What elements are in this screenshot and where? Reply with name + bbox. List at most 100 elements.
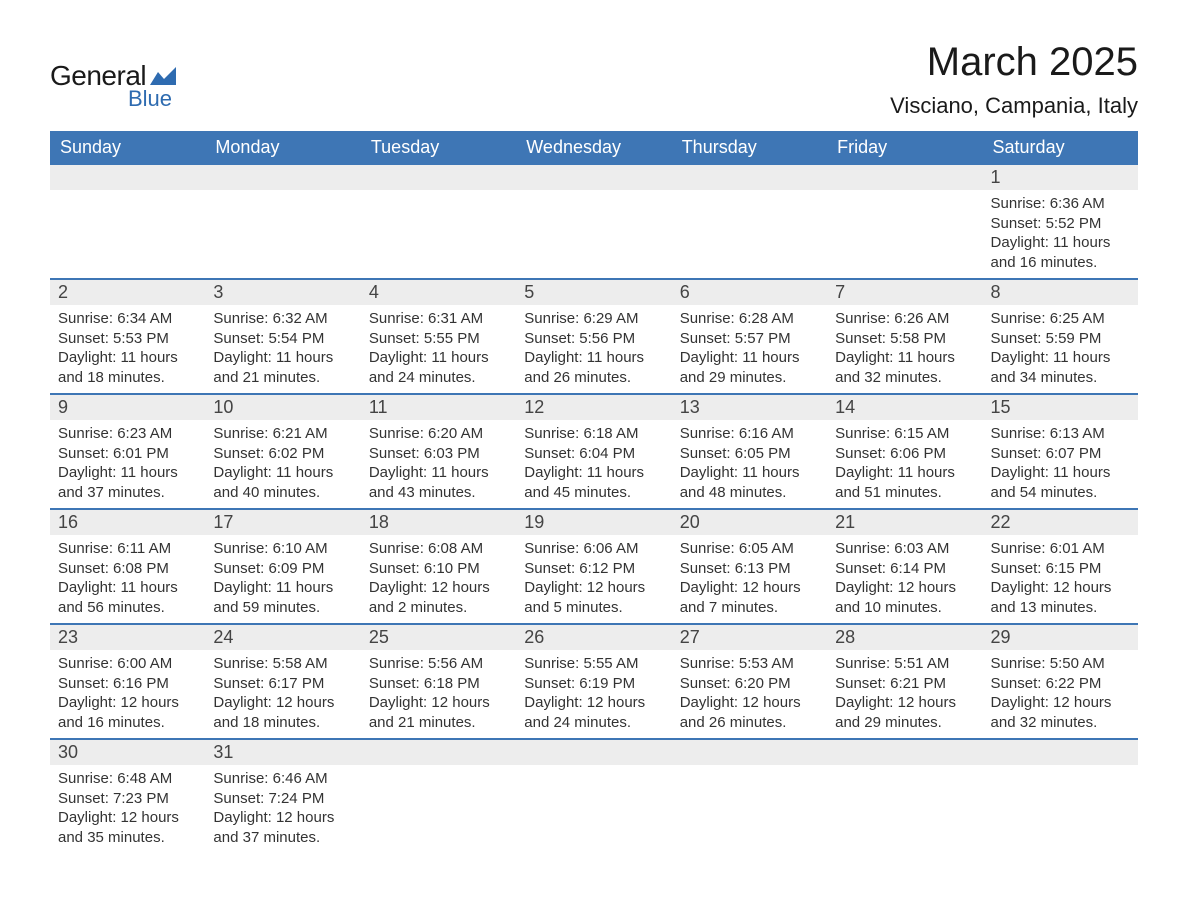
day-sunset: Sunset: 5:52 PM xyxy=(991,214,1130,234)
day-info: Sunrise: 6:13 AMSunset: 6:07 PMDaylight:… xyxy=(983,420,1138,508)
calendar-cell: 2Sunrise: 6:34 AMSunset: 5:53 PMDaylight… xyxy=(50,279,205,394)
day-dl1: Daylight: 12 hours xyxy=(58,808,197,828)
day-sunset: Sunset: 5:53 PM xyxy=(58,329,197,349)
day-sunset: Sunset: 6:08 PM xyxy=(58,559,197,579)
calendar-cell xyxy=(516,739,671,854)
day-info xyxy=(516,190,671,260)
day-sunrise: Sunrise: 6:13 AM xyxy=(991,424,1130,444)
day-number: 20 xyxy=(672,509,827,535)
day-sunset: Sunset: 6:19 PM xyxy=(524,674,663,694)
day-info: Sunrise: 6:28 AMSunset: 5:57 PMDaylight:… xyxy=(672,305,827,393)
day-dl1: Daylight: 11 hours xyxy=(213,348,352,368)
weekday-header: Monday xyxy=(205,131,360,165)
day-sunset: Sunset: 6:22 PM xyxy=(991,674,1130,694)
day-dl2: and 13 minutes. xyxy=(991,598,1130,618)
day-info xyxy=(361,765,516,835)
day-dl1: Daylight: 11 hours xyxy=(835,463,974,483)
day-dl2: and 51 minutes. xyxy=(835,483,974,503)
calendar-cell: 24Sunrise: 5:58 AMSunset: 6:17 PMDayligh… xyxy=(205,624,360,739)
day-sunset: Sunset: 5:55 PM xyxy=(369,329,508,349)
day-sunrise: Sunrise: 6:20 AM xyxy=(369,424,508,444)
day-sunrise: Sunrise: 5:56 AM xyxy=(369,654,508,674)
day-number: 23 xyxy=(50,624,205,650)
calendar-header-row: SundayMondayTuesdayWednesdayThursdayFrid… xyxy=(50,131,1138,165)
calendar-cell xyxy=(205,165,360,279)
day-sunset: Sunset: 6:05 PM xyxy=(680,444,819,464)
calendar-cell xyxy=(516,165,671,279)
day-sunset: Sunset: 6:14 PM xyxy=(835,559,974,579)
day-dl1: Daylight: 11 hours xyxy=(58,348,197,368)
day-sunrise: Sunrise: 6:00 AM xyxy=(58,654,197,674)
title-block: March 2025 Visciano, Campania, Italy xyxy=(890,40,1138,119)
day-dl2: and 10 minutes. xyxy=(835,598,974,618)
calendar-cell: 27Sunrise: 5:53 AMSunset: 6:20 PMDayligh… xyxy=(672,624,827,739)
day-sunset: Sunset: 6:17 PM xyxy=(213,674,352,694)
day-info: Sunrise: 6:46 AMSunset: 7:24 PMDaylight:… xyxy=(205,765,360,853)
day-dl2: and 43 minutes. xyxy=(369,483,508,503)
day-sunrise: Sunrise: 5:50 AM xyxy=(991,654,1130,674)
day-number: 30 xyxy=(50,739,205,765)
logo: General Blue xyxy=(50,40,176,112)
day-dl1: Daylight: 11 hours xyxy=(680,348,819,368)
day-dl2: and 40 minutes. xyxy=(213,483,352,503)
weekday-header: Sunday xyxy=(50,131,205,165)
day-info: Sunrise: 6:29 AMSunset: 5:56 PMDaylight:… xyxy=(516,305,671,393)
day-sunrise: Sunrise: 6:29 AM xyxy=(524,309,663,329)
day-info: Sunrise: 6:15 AMSunset: 6:06 PMDaylight:… xyxy=(827,420,982,508)
day-dl2: and 37 minutes. xyxy=(213,828,352,848)
day-sunrise: Sunrise: 6:36 AM xyxy=(991,194,1130,214)
weekday-header: Wednesday xyxy=(516,131,671,165)
day-info: Sunrise: 5:58 AMSunset: 6:17 PMDaylight:… xyxy=(205,650,360,738)
day-sunrise: Sunrise: 6:21 AM xyxy=(213,424,352,444)
day-number: 11 xyxy=(361,394,516,420)
calendar-cell: 13Sunrise: 6:16 AMSunset: 6:05 PMDayligh… xyxy=(672,394,827,509)
day-info: Sunrise: 6:08 AMSunset: 6:10 PMDaylight:… xyxy=(361,535,516,623)
day-number xyxy=(983,739,1138,765)
day-info: Sunrise: 6:23 AMSunset: 6:01 PMDaylight:… xyxy=(50,420,205,508)
day-info: Sunrise: 6:26 AMSunset: 5:58 PMDaylight:… xyxy=(827,305,982,393)
day-sunset: Sunset: 6:16 PM xyxy=(58,674,197,694)
day-info: Sunrise: 6:31 AMSunset: 5:55 PMDaylight:… xyxy=(361,305,516,393)
day-dl2: and 35 minutes. xyxy=(58,828,197,848)
day-sunset: Sunset: 6:20 PM xyxy=(680,674,819,694)
day-sunset: Sunset: 6:21 PM xyxy=(835,674,974,694)
weekday-header: Friday xyxy=(827,131,982,165)
day-dl2: and 16 minutes. xyxy=(58,713,197,733)
day-dl1: Daylight: 12 hours xyxy=(213,693,352,713)
calendar-cell: 28Sunrise: 5:51 AMSunset: 6:21 PMDayligh… xyxy=(827,624,982,739)
calendar-week-row: 23 Sunrise: 6:00 AMSunset: 6:16 PM Dayligh… xyxy=(50,624,1138,739)
calendar-cell: 8Sunrise: 6:25 AMSunset: 5:59 PMDaylight… xyxy=(983,279,1138,394)
day-dl1: Daylight: 11 hours xyxy=(369,463,508,483)
day-info xyxy=(361,190,516,260)
day-dl2: and 32 minutes. xyxy=(991,713,1130,733)
day-dl1: Daylight: 11 hours xyxy=(835,348,974,368)
day-number: 6 xyxy=(672,279,827,305)
calendar-week-row: 2Sunrise: 6:34 AMSunset: 5:53 PMDaylight… xyxy=(50,279,1138,394)
day-info: Sunrise: 5:50 AMSunset: 6:22 PMDaylight:… xyxy=(983,650,1138,738)
day-dl1: Daylight: 11 hours xyxy=(58,463,197,483)
day-dl2: and 24 minutes. xyxy=(369,368,508,388)
calendar-cell xyxy=(361,739,516,854)
day-dl2: and 37 minutes. xyxy=(58,483,197,503)
logo-flag-icon xyxy=(150,67,176,85)
day-dl1: Daylight: 12 hours xyxy=(369,693,508,713)
day-sunset: Sunset: 6:10 PM xyxy=(369,559,508,579)
day-dl1: Daylight: 12 hours xyxy=(680,693,819,713)
day-sunrise: Sunrise: 6:18 AM xyxy=(524,424,663,444)
day-sunset: Sunset: 7:24 PM xyxy=(213,789,352,809)
day-dl1: Daylight: 11 hours xyxy=(991,233,1130,253)
day-sunrise: Sunrise: 6:26 AM xyxy=(835,309,974,329)
calendar-cell: 22Sunrise: 6:01 AMSunset: 6:15 PMDayligh… xyxy=(983,509,1138,624)
day-number: 18 xyxy=(361,509,516,535)
day-number: 25 xyxy=(361,624,516,650)
calendar-cell: 9Sunrise: 6:23 AMSunset: 6:01 PMDaylight… xyxy=(50,394,205,509)
calendar-week-row: 30Sunrise: 6:48 AMSunset: 7:23 PMDayligh… xyxy=(50,739,1138,854)
calendar-week-row: 9Sunrise: 6:23 AMSunset: 6:01 PMDaylight… xyxy=(50,394,1138,509)
day-number: 19 xyxy=(516,509,671,535)
day-info xyxy=(516,765,671,835)
day-sunrise: Sunrise: 5:51 AM xyxy=(835,654,974,674)
day-dl1: Daylight: 11 hours xyxy=(991,463,1130,483)
day-number: 28 xyxy=(827,624,982,650)
day-sunrise: Sunrise: 5:58 AM xyxy=(213,654,352,674)
day-number: 29 xyxy=(983,624,1138,650)
